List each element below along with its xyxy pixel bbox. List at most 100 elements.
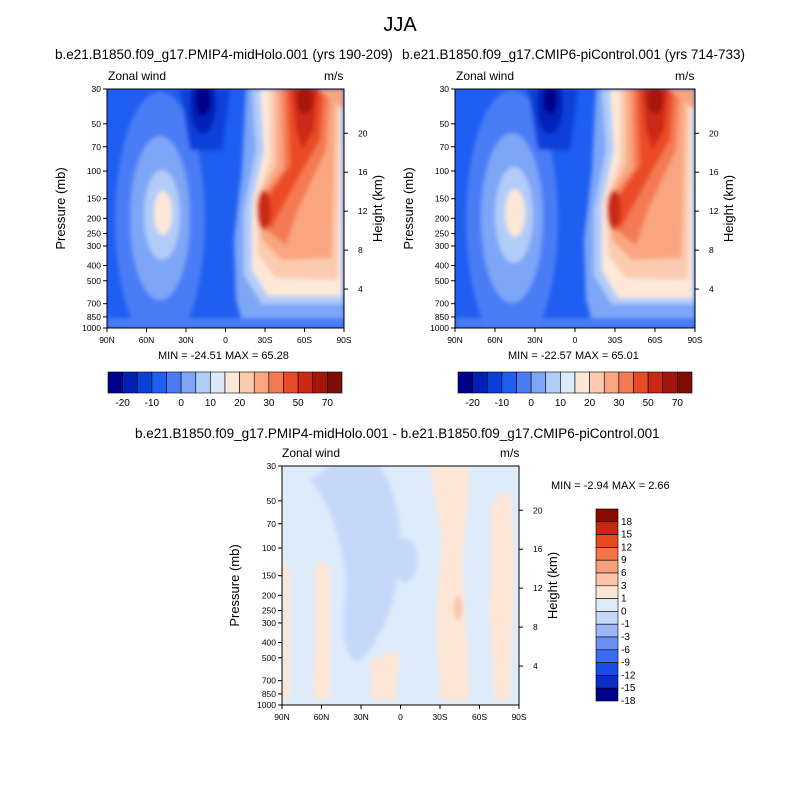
panel3-colorbar-label: 0 <box>621 606 627 617</box>
panel2-xtick-label: 60N <box>487 335 503 345</box>
panel3-colorbar-swatch <box>595 675 619 689</box>
panel1-rtick-label: 16 <box>358 167 368 177</box>
panel3-ylabel: Pressure (mb) <box>227 544 242 626</box>
panel2-colorbar-swatch <box>603 371 620 394</box>
panel1-tropo-core <box>257 190 271 230</box>
panel3-colorbar-swatch <box>595 585 619 599</box>
panel3-colorbar-label: 12 <box>621 542 633 553</box>
panel3-ytick-label: 30 <box>267 461 277 471</box>
panel1-colorbar-swatch <box>210 371 226 394</box>
panel3-colorbar-swatch <box>595 623 619 638</box>
panel2-polar-top <box>668 89 695 110</box>
panel2-colorbar-swatch <box>486 371 503 394</box>
panel1-colorbar-swatch <box>180 371 197 394</box>
panel1-units: m/s <box>324 69 344 83</box>
panel2-colorbar-swatch <box>560 371 576 394</box>
panel2-colorbar-swatch <box>530 371 547 394</box>
panel2-ytick-label: 400 <box>435 261 449 271</box>
panel3-xtick-label: 0 <box>398 712 403 722</box>
panel2-title: b.e21.B1850.f09_g17.CMIP6-piControl.001 … <box>402 47 745 62</box>
panel3-axes: 305070100150200250300400500700850100090N… <box>227 461 560 722</box>
panel1-colorbar-label: 70 <box>322 398 334 409</box>
panel2-xtick-label: 90N <box>447 335 463 345</box>
panel3-rtick-label: 4 <box>533 661 538 671</box>
panel1-colorbar-label: -20 <box>115 398 130 409</box>
panel1-colorbar-swatch <box>312 371 328 394</box>
panel3-colorbar-label: 15 <box>621 530 633 541</box>
panel1-colorbar-swatch <box>283 371 299 394</box>
panel1-easterly-core <box>195 89 211 116</box>
panel3-xtick-label: 90N <box>274 712 290 722</box>
panel3-pos-band <box>430 466 470 700</box>
panel1-field <box>107 89 344 328</box>
panel2-rtick-label: 8 <box>709 245 714 255</box>
panel2-colorbar: -20 -10 0 10 20 30 50 70 <box>457 371 693 409</box>
panel3-colorbar-label: 3 <box>621 581 627 592</box>
panel3-ylabel-right: Height (km) <box>545 552 560 619</box>
axes-layer: 305070100150200250300400500700850100090N… <box>53 84 736 722</box>
panel3-neg-lobe <box>310 466 401 661</box>
panel3-ytick-label: 50 <box>267 496 277 506</box>
panel2-ytick-label: 30 <box>440 84 450 94</box>
panel3-colorbar-swatch <box>595 636 619 651</box>
panel3-rtick-label: 12 <box>533 583 543 593</box>
panel3-ytick-label: 700 <box>262 676 276 686</box>
panel3-colorbar-swatch <box>595 611 619 625</box>
panel1-axes: 305070100150200250300400500700850100090N… <box>53 84 385 345</box>
panel1-colorbar-swatch <box>166 371 182 394</box>
panel2-stats: MIN = -22.57 MAX = 65.01 <box>508 350 639 362</box>
panel3-ytick-label: 1000 <box>257 700 276 710</box>
panel1-ytick-label: 50 <box>92 119 102 129</box>
panel3-ytick-label: 500 <box>262 653 276 663</box>
panel3-colorbar-swatch <box>595 534 619 548</box>
panel3-colorbar-swatch <box>595 598 619 612</box>
panel3-xtick-label: 30N <box>353 712 369 722</box>
panel3-xtick-label: 90S <box>511 712 526 722</box>
panel1-colorbar-swatch <box>122 371 138 394</box>
panel3-colorbar-swatch <box>595 559 619 574</box>
panel2-colorbar-label: 50 <box>643 398 655 409</box>
panel1-colorbar-swatch <box>297 371 314 394</box>
panel3-left-string: Zonal wind <box>282 446 341 460</box>
panel2-colorbar-label: 20 <box>584 398 596 409</box>
panel1-colorbar-swatch <box>195 371 211 394</box>
panel1-colorbar-swatch <box>224 371 240 394</box>
panel1-colorbar: -20 -10 0 10 20 30 50 70 <box>107 371 343 409</box>
panel1-ytick-label: 850 <box>87 312 101 322</box>
panel3-pos-sh <box>490 490 515 700</box>
panel2-colorbar-swatch <box>472 371 488 394</box>
panel2-colorbar-swatch <box>662 371 678 394</box>
panel1-colorbar-swatch <box>151 371 167 394</box>
panel2-nh-jet-core <box>505 189 525 237</box>
panel2-colorbar-label: -20 <box>465 398 480 409</box>
panel3-colorbar-label: -1 <box>621 619 630 630</box>
panel2-colorbar-swatch <box>618 371 634 394</box>
panel1-ylabel-right: Height (km) <box>370 175 385 242</box>
panel2-units: m/s <box>675 69 695 83</box>
panel3-colorbar-swatch <box>595 547 619 561</box>
panel3-stats: MIN = -2.94 MAX = 2.66 <box>551 480 670 492</box>
panel3-xtick-label: 60S <box>472 712 487 722</box>
panel1-colorbar-label: 20 <box>234 398 246 409</box>
panel3-colorbar-label: 18 <box>621 517 633 528</box>
panel2-axes: 305070100150200250300400500700850100090N… <box>401 84 736 345</box>
panel3-ytick-label: 150 <box>262 571 276 581</box>
panel3-title: b.e21.B1850.f09_g17.PMIP4-midHolo.001 - … <box>135 426 660 441</box>
panel1-colorbar-label: 10 <box>205 398 217 409</box>
panel2-xtick-label: 30S <box>607 335 622 345</box>
panel2-colorbar-swatch <box>516 371 532 394</box>
panel2-colorbar-swatch <box>501 371 517 394</box>
panel3-colorbar-swatch <box>595 572 619 587</box>
panel2-ytick-label: 200 <box>435 213 449 223</box>
panel1-ytick-label: 100 <box>87 166 101 176</box>
panel3-colorbar-label: -9 <box>621 658 630 669</box>
panel1-colorbar-swatch <box>239 371 255 394</box>
panel3-pos-pole <box>282 560 290 700</box>
panel2-colorbar-swatch <box>647 371 664 394</box>
panel3-colorbar-swatch <box>595 649 619 663</box>
panel3-ytick-label: 300 <box>262 618 276 628</box>
panel1-ytick-label: 700 <box>87 299 101 309</box>
panel3-units: m/s <box>500 446 520 460</box>
